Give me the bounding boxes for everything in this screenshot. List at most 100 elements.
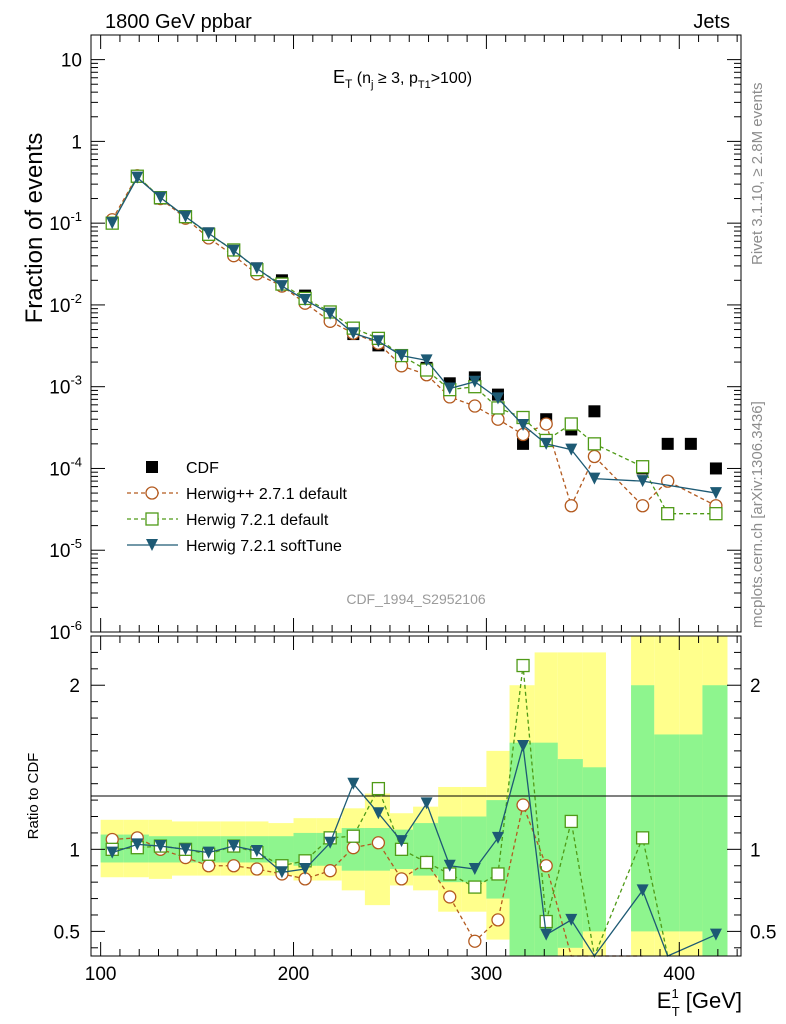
data-point (275, 866, 288, 879)
data-point (419, 855, 434, 870)
data-point (372, 807, 385, 820)
ratio-axis-ticks: 0.5 0.5 1 1 2 2 100 200 300 400 (54, 636, 776, 985)
data-point (517, 437, 530, 450)
data-point (146, 539, 158, 551)
data-point (468, 934, 482, 948)
data-point (275, 280, 288, 293)
uncertainty-band (679, 734, 703, 932)
data-point (395, 835, 408, 848)
main-panel-frame (90, 34, 742, 633)
y-tick-label: 2 (69, 676, 80, 697)
data-point (227, 840, 240, 853)
main-series (105, 169, 723, 521)
data-point (636, 884, 649, 897)
data-point (179, 210, 192, 223)
ratio-panel-frame (90, 635, 742, 957)
data-point (491, 867, 505, 881)
data-point (588, 472, 601, 485)
x-tick-label: 200 (278, 964, 310, 985)
data-point (565, 913, 578, 926)
y-tick-exp: -5 (70, 536, 82, 551)
data-point (443, 382, 456, 395)
data-point (106, 846, 119, 859)
series-line (111, 174, 717, 508)
data-point (468, 399, 482, 413)
y-tick-base: 10 (49, 378, 70, 399)
data-point (394, 872, 409, 886)
data-point (539, 859, 553, 873)
data-point (684, 437, 697, 450)
data-point (709, 487, 722, 500)
title-tail: >100) (431, 70, 472, 87)
data-point (539, 914, 553, 929)
y-tick-exp: -1 (70, 209, 82, 224)
ratio-line (112, 745, 717, 958)
ratio-ylabel: Ratio to CDF (25, 753, 42, 840)
y-tick-base: 10 (61, 51, 82, 72)
data-point (709, 507, 723, 521)
data-point (443, 890, 457, 904)
xlabel-tail: [GeV] (680, 988, 742, 1013)
ratio-series (105, 658, 722, 959)
data-point (517, 739, 530, 752)
data-point (564, 499, 578, 513)
y-tick-label: 2 (750, 676, 761, 697)
x-tick-label: 100 (85, 964, 117, 985)
data-point (131, 171, 144, 184)
ratio-panel: 0.5 0.5 1 1 2 2 100 200 300 400 Ratio to CDF E1 T … (25, 635, 776, 1019)
data-point (468, 880, 482, 894)
data-point (540, 437, 553, 450)
data-point (372, 335, 385, 348)
data-point (154, 840, 167, 853)
data-point (661, 507, 675, 521)
y-tick-label: 0.5 (750, 922, 776, 943)
data-point (635, 831, 650, 845)
legend-label: CDF (186, 460, 219, 477)
uncertainty-band (582, 767, 606, 932)
data-point (145, 512, 159, 526)
ratio-bands (100, 636, 728, 956)
legend-label: Herwig 7.2.1 default (186, 512, 329, 529)
y-tick-base: 10 (49, 541, 70, 562)
data-point (517, 419, 530, 432)
uncertainty-band (702, 685, 728, 956)
y-tick-label: 10-4 (49, 454, 82, 480)
legend-label: Herwig++ 2.7.1 default (186, 486, 348, 503)
data-point (395, 349, 408, 362)
title-main: E (333, 67, 345, 87)
main-ylabel: Fraction of events (21, 133, 48, 324)
x-tick-label: 300 (471, 964, 503, 985)
title-mid2: ≥ 3, p (373, 70, 417, 87)
data-point (347, 777, 360, 790)
data-point (371, 781, 386, 796)
title-sub3: T1 (418, 79, 431, 91)
data-point (635, 460, 650, 474)
data-point (146, 461, 158, 473)
data-point (564, 814, 578, 829)
main-title: ET (nj ≥ 3, pT1>100) (333, 67, 472, 91)
data-point (371, 836, 386, 850)
data-point (661, 437, 674, 450)
y-tick-exp: -6 (70, 618, 82, 633)
y-tick-label: 10-5 (49, 536, 82, 562)
data-point (227, 859, 241, 873)
y-tick-base: 10 (49, 214, 70, 235)
header-right: Jets (693, 11, 730, 33)
data-point (346, 829, 360, 843)
data-point (516, 798, 530, 812)
data-point (491, 412, 505, 426)
data-point (154, 191, 167, 204)
y-tick-label: 1 (71, 132, 82, 153)
data-point (564, 417, 578, 431)
data-point (145, 486, 159, 500)
data-point (324, 836, 337, 849)
title-mid1: (n (352, 70, 371, 87)
data-point (324, 307, 337, 320)
data-point (346, 841, 360, 855)
y-tick-label: 10-2 (49, 291, 82, 317)
y-tick-label: 10-1 (49, 209, 82, 235)
data-point (323, 864, 337, 878)
data-point (106, 217, 119, 230)
